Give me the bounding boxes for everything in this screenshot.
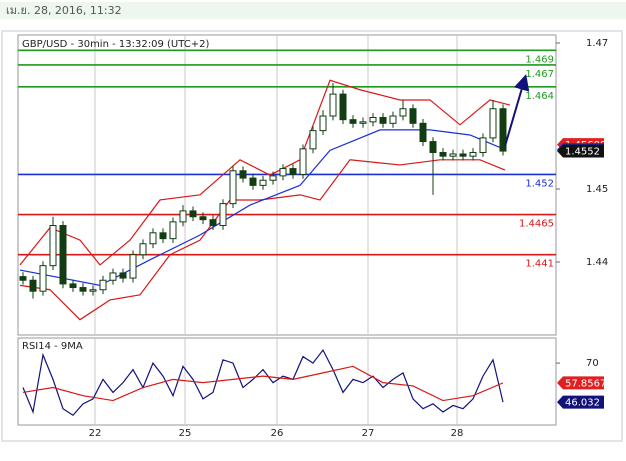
candle-body <box>219 203 227 227</box>
candle-body <box>79 287 87 292</box>
level-label: 1.469 <box>525 54 554 65</box>
candle-body <box>129 254 137 279</box>
candle-body <box>479 137 487 154</box>
chart-title: GBP/USD - 30min - 13:32:09 (UTC+2) <box>22 39 209 50</box>
rsi-ma <box>22 365 504 402</box>
candle-body <box>109 272 117 281</box>
candle-body <box>289 168 297 175</box>
price-tag-label: 46.032 <box>565 398 600 409</box>
timestamp: เม.ย. 28, 2016, 11:32 <box>6 4 122 17</box>
x-tick-label: 27 <box>362 428 375 439</box>
candle-body <box>329 93 337 117</box>
candle-body <box>359 121 367 124</box>
arrow <box>504 74 530 147</box>
candle-body <box>279 168 287 177</box>
candle-body <box>89 289 97 292</box>
level-label: 1.467 <box>525 69 554 80</box>
candle-body <box>489 108 497 139</box>
level-label: 1.464 <box>525 91 554 102</box>
candle-body <box>259 179 267 186</box>
candle-body <box>449 153 457 157</box>
candle-body <box>49 225 57 267</box>
candle-body <box>399 108 407 117</box>
x-tick-label: 25 <box>179 428 192 439</box>
x-tick-label: 28 <box>451 428 464 439</box>
band-lower <box>19 159 506 321</box>
y-tick-label: 1.47 <box>586 38 608 49</box>
candle-body <box>369 116 377 123</box>
price-panel <box>17 34 557 336</box>
y-tick-label: 1.44 <box>586 257 608 268</box>
rsi-title: RSI14 - 9MA <box>22 341 83 352</box>
candle-body <box>469 152 477 157</box>
candle-body <box>459 153 467 157</box>
x-tick-label: 26 <box>271 428 284 439</box>
x-tick-label: 22 <box>89 428 102 439</box>
candle-body <box>59 225 67 285</box>
candle-body <box>209 219 217 227</box>
price-tag <box>557 395 604 409</box>
candle-body <box>189 210 197 218</box>
candle-body <box>389 115 397 124</box>
candle-body <box>169 221 177 240</box>
price-tag-label: 1.4552 <box>565 147 600 158</box>
candle-body <box>439 152 447 157</box>
price-tag <box>557 144 604 158</box>
candle-body <box>159 232 167 240</box>
candle-body <box>99 279 107 291</box>
band-upper <box>19 79 511 266</box>
level-label: 1.452 <box>525 178 554 189</box>
candle-body <box>19 276 27 281</box>
candle-body <box>309 130 317 150</box>
candle-body <box>199 216 207 221</box>
price-tag <box>557 376 604 390</box>
level-label: 1.4465 <box>519 219 554 230</box>
rsi-line <box>22 348 504 417</box>
header-bar <box>0 2 626 19</box>
candle-body <box>249 177 257 186</box>
candle-body <box>409 108 417 124</box>
candle-body <box>319 115 327 132</box>
level-label: 1.441 <box>525 259 554 270</box>
y-tick-label: 1.45 <box>586 184 608 195</box>
candle-body <box>269 175 277 181</box>
candle-body <box>349 119 357 124</box>
candle-body <box>499 108 507 152</box>
candle-body <box>379 116 387 124</box>
candle-body <box>149 232 157 245</box>
candle-body <box>29 279 37 292</box>
candle-body <box>429 141 437 154</box>
frame <box>1 30 623 442</box>
candle-body <box>299 148 307 175</box>
candle-body <box>339 93 347 121</box>
candle-body <box>39 265 47 292</box>
candle-body <box>419 122 427 143</box>
y-tick-label: 70 <box>586 358 599 369</box>
candle-body <box>139 243 147 256</box>
candle-body <box>229 170 237 205</box>
candle-body <box>119 272 127 279</box>
candle-body <box>69 283 77 289</box>
candle-body <box>179 210 187 223</box>
price-tag-label: 57.8567 <box>565 378 606 389</box>
rsi-panel <box>17 337 557 426</box>
candle-body <box>239 170 247 179</box>
